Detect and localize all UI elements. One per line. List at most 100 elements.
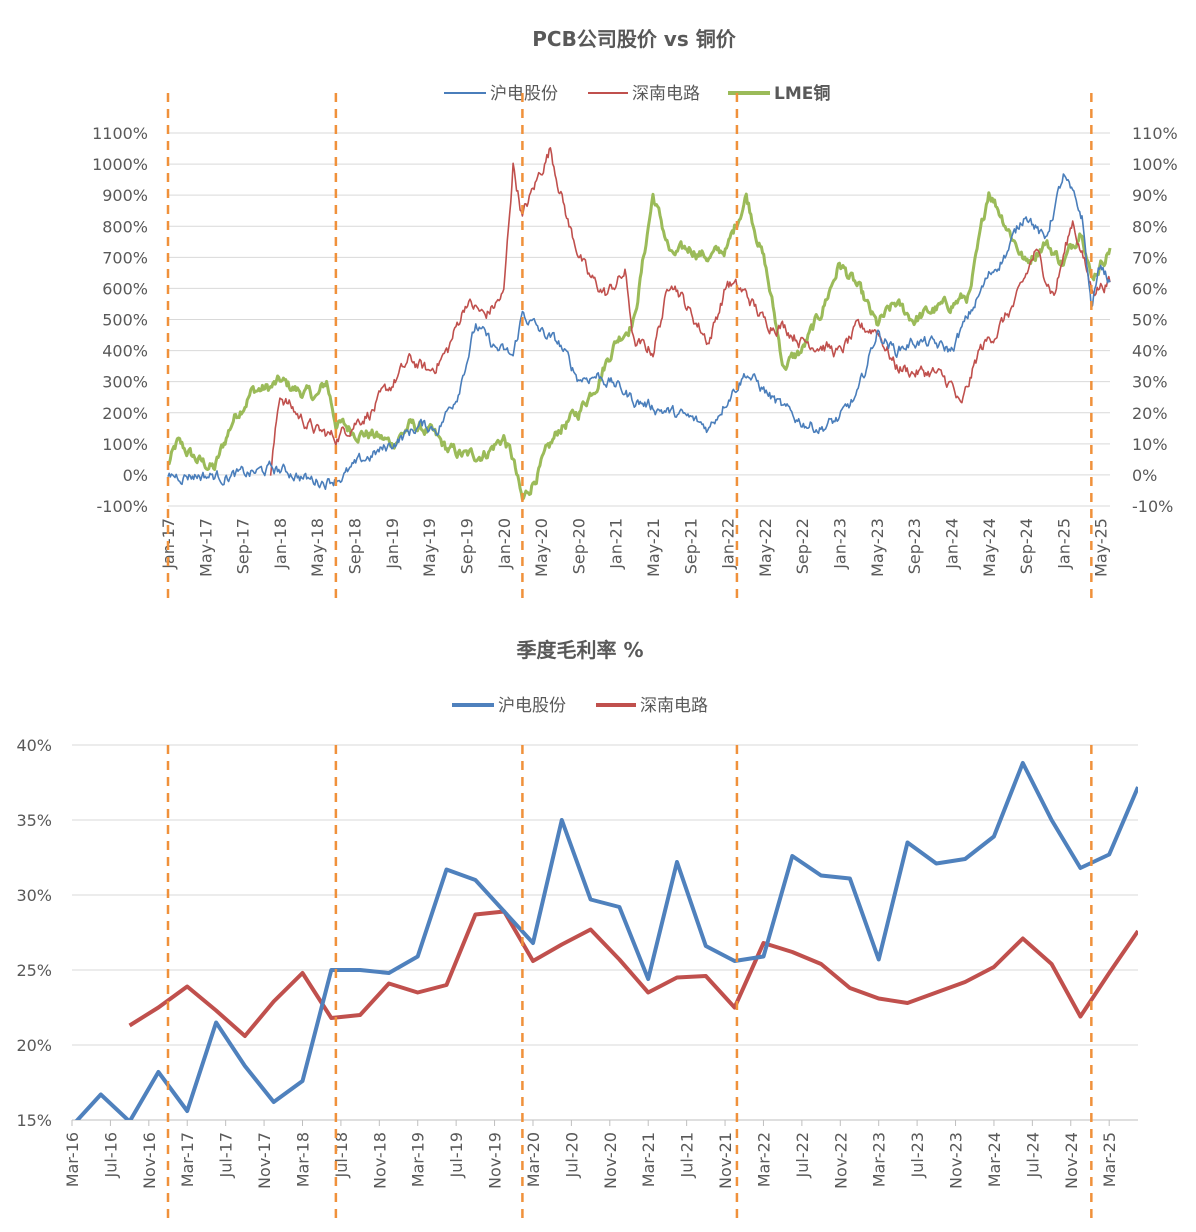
series-lme-copper-line — [167, 191, 1112, 501]
chart2-x-tick-label: Jul-20 — [562, 1132, 581, 1178]
chart2-y-tick-label: 20% — [16, 1036, 52, 1055]
chart1-x-tick-label: Jan-19 — [383, 518, 402, 570]
chart2-x-tick-label: Mar-17 — [178, 1132, 197, 1187]
chart2-x-tick-label: Nov-19 — [486, 1132, 505, 1189]
chart1-left-tick-label: 1100% — [92, 124, 148, 143]
chart1-left-tick-label: 700% — [102, 248, 148, 267]
chart1-right-tick-label: 30% — [1132, 373, 1168, 392]
chart2-y-tick-label: 25% — [16, 961, 52, 980]
chart1-right-tick-label: -10% — [1132, 497, 1173, 516]
chart1-left-tick-label: 900% — [102, 186, 148, 205]
chart2-x-tick-label: Jul-22 — [793, 1132, 812, 1178]
chart1-x-tick-label: Jan-21 — [607, 518, 626, 570]
chart2-y-tick-label: 40% — [16, 736, 52, 755]
series-shennan-price-line — [269, 147, 1111, 476]
legend1-label-copper: LME铜 — [774, 83, 830, 104]
chart1-x-tick-label: May-18 — [308, 518, 327, 577]
stock-vs-copper-chart: PCB公司股价 vs 铜价 沪电股份 深南电路 LME铜 -100% 0% 100%… — [92, 27, 1178, 600]
chart1-x-tick-label: Sep-17 — [234, 518, 253, 574]
legend2-label-shennan: 深南电路 — [640, 696, 708, 716]
chart2-x-tick-label: Jul-16 — [101, 1132, 120, 1178]
chart2-legend: 沪电股份 深南电路 — [452, 696, 708, 716]
chart2-x-tick-label: Mar-20 — [524, 1132, 543, 1187]
chart1-x-tick-label: May-20 — [532, 518, 551, 577]
series-hudian-price-line — [167, 173, 1111, 490]
chart1-x-tick-label: Sep-24 — [1017, 518, 1036, 574]
chart1-x-tick-label: May-19 — [420, 518, 439, 577]
chart2-x-axis-ticks: Mar-16 Jul-16 Nov-16 Mar-17 Jul-17 Nov-17 Mar-… — [63, 1119, 1138, 1189]
chart1-left-tick-label: 100% — [102, 435, 148, 454]
chart1-left-tick-label: 500% — [102, 311, 148, 330]
chart2-x-tick-label: Jul-18 — [332, 1132, 351, 1178]
chart1-right-tick-label: 60% — [1132, 279, 1168, 298]
chart2-x-tick-label: Jul-19 — [447, 1132, 466, 1178]
chart1-right-tick-label: 100% — [1132, 155, 1178, 174]
chart1-right-tick-label: 90% — [1132, 186, 1168, 205]
chart1-left-tick-label: 800% — [102, 217, 148, 236]
margin-series-hudian-line — [74, 761, 1138, 1120]
chart2-x-tick-label: Nov-18 — [370, 1132, 389, 1189]
chart1-left-tick-label: 400% — [102, 342, 148, 361]
chart2-x-tick-label: Jul-17 — [217, 1132, 236, 1178]
chart2-x-tick-label: Mar-16 — [63, 1132, 82, 1187]
chart1-right-axis-ticks: -10% 0% 10% 20% 30% 40% 50% 60% 70% 80% 90% 100% 110… — [1132, 124, 1178, 516]
chart1-left-tick-label: 600% — [102, 279, 148, 298]
chart1-x-tick-label: Jan-18 — [271, 518, 290, 570]
chart2-x-tick-label: Jul-21 — [678, 1132, 697, 1178]
chart2-title: 季度毛利率 % — [515, 638, 643, 662]
chart1-x-tick-label: Sep-21 — [681, 518, 700, 574]
chart2-y-tick-label: 30% — [16, 886, 52, 905]
chart2-x-tick-label: Nov-17 — [255, 1132, 274, 1189]
chart1-x-tick-label: Jan-22 — [719, 518, 738, 570]
chart1-left-tick-label: 300% — [102, 373, 148, 392]
chart1-x-tick-label: Sep-23 — [905, 518, 924, 574]
chart1-right-tick-label: 10% — [1132, 435, 1168, 454]
legend1-label-hudian: 沪电股份 — [490, 84, 558, 104]
chart2-x-tick-label: Mar-18 — [293, 1132, 312, 1187]
chart1-x-tick-label: Sep-18 — [346, 518, 365, 574]
chart1-x-tick-label: Sep-19 — [457, 518, 476, 574]
margin-series-shennan-line — [128, 909, 1138, 1038]
gross-margin-chart: 季度毛利率 % 沪电股份 深南电路 15% 20% 25% 30% 35% 40% Mar… — [16, 638, 1138, 1225]
chart1-left-tick-label: -100% — [96, 497, 148, 516]
chart2-x-tick-label: Jul-23 — [908, 1132, 927, 1178]
chart1-right-tick-label: 0% — [1132, 466, 1157, 485]
chart1-right-tick-label: 40% — [1132, 342, 1168, 361]
chart1-right-tick-label: 70% — [1132, 248, 1168, 267]
chart1-left-axis-ticks: -100% 0% 100% 200% 300% 400% 500% 600% 700% 800% 9… — [92, 124, 148, 516]
chart1-x-tick-label: Jan-24 — [942, 518, 961, 570]
chart2-x-tick-label: Nov-20 — [601, 1132, 620, 1189]
chart2-x-tick-label: Mar-21 — [639, 1132, 658, 1187]
chart2-x-tick-label: Mar-22 — [754, 1132, 773, 1187]
chart1-x-tick-label: Jan-25 — [1054, 518, 1073, 570]
chart1-legend: 沪电股份 深南电路 LME铜 — [444, 83, 830, 104]
chart1-title: PCB公司股价 vs 铜价 — [532, 27, 736, 51]
legend1-label-shennan: 深南电路 — [632, 84, 700, 104]
chart1-x-tick-label: May-25 — [1092, 518, 1111, 577]
chart1-x-tick-label: Sep-20 — [569, 518, 588, 574]
chart2-x-tick-label: Mar-24 — [985, 1132, 1004, 1187]
chart1-x-tick-label: May-21 — [644, 518, 663, 577]
chart1-right-tick-label: 50% — [1132, 311, 1168, 330]
chart2-vertical-markers — [166, 745, 1093, 1225]
chart2-x-tick-label: Nov-24 — [1062, 1132, 1081, 1189]
chart1-x-tick-label: May-24 — [980, 518, 999, 577]
chart1-left-tick-label: 1000% — [92, 155, 148, 174]
chart1-left-tick-label: 200% — [102, 404, 148, 423]
chart2-x-tick-label: Mar-23 — [870, 1132, 889, 1187]
chart2-gridlines — [72, 744, 1138, 1121]
chart1-x-tick-label: May-22 — [756, 518, 775, 577]
chart1-x-tick-label: May-23 — [868, 518, 887, 577]
chart1-gridlines — [168, 132, 1110, 507]
chart1-right-tick-label: 110% — [1132, 124, 1178, 143]
chart2-x-tick-label: Mar-25 — [1100, 1132, 1119, 1187]
chart2-y-tick-label: 35% — [16, 811, 52, 830]
chart2-x-tick-label: Nov-21 — [716, 1132, 735, 1189]
chart2-x-tick-label: Nov-22 — [831, 1132, 850, 1189]
chart2-x-tick-label: Mar-19 — [409, 1132, 428, 1187]
chart2-x-tick-label: Jul-24 — [1023, 1132, 1042, 1178]
chart1-x-axis-ticks: Jan-17May-17Sep-17Jan-18May-18Sep-18Jan-… — [159, 518, 1111, 577]
chart1-right-tick-label: 80% — [1132, 217, 1168, 236]
